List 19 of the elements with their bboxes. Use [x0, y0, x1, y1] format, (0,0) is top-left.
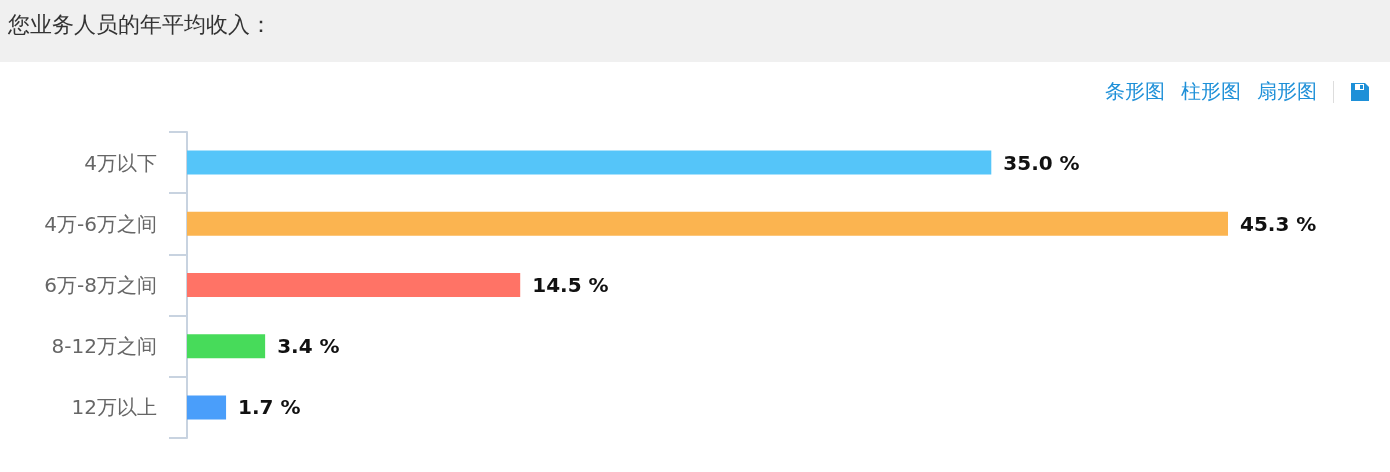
bar [187, 273, 521, 297]
bar [187, 211, 1228, 236]
text: 条形图 [1105, 78, 1165, 105]
text: 扇形图 [1257, 78, 1317, 105]
data-label: 45.3 % [1239, 211, 1317, 236]
data-label: 35.0 % [1003, 150, 1080, 175]
y-tick-label: 12万以上 [71, 395, 157, 420]
y-tick-label: 4万以下 [84, 150, 157, 175]
y-tick-label: 4万-6万之间 [44, 211, 157, 236]
data-label: 14.5 % [532, 273, 609, 297]
data-label: 1.7 % [238, 395, 301, 420]
bar [187, 150, 992, 175]
y-tick-label: 8-12万之间 [51, 334, 157, 359]
chart-title: 您业务人员的年平均收入： [8, 11, 272, 39]
y-tick-label: 6万-8万之间 [44, 273, 157, 297]
bar [187, 334, 266, 359]
text: 柱形图 [1181, 78, 1241, 105]
data-label: 3.4 % [277, 334, 340, 359]
bar [187, 395, 227, 420]
